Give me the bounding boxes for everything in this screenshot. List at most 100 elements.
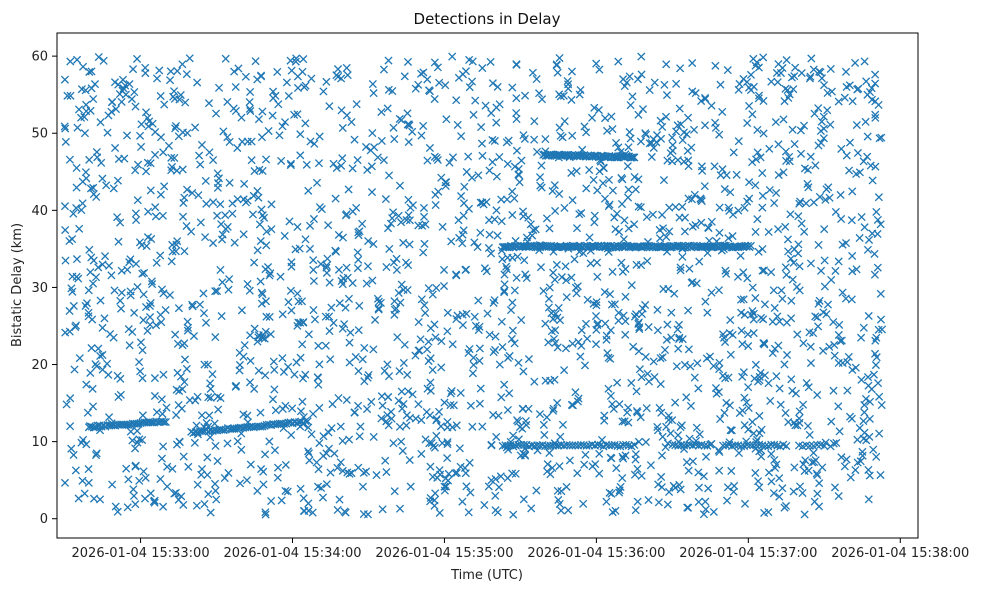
detection-marker bbox=[865, 471, 874, 480]
detection-marker bbox=[592, 59, 601, 68]
detection-marker bbox=[720, 408, 729, 417]
detection-marker bbox=[532, 75, 541, 84]
detection-marker bbox=[342, 263, 351, 272]
detection-marker bbox=[746, 441, 755, 450]
detection-marker bbox=[829, 386, 838, 395]
detection-marker bbox=[416, 335, 425, 344]
detection-marker bbox=[278, 310, 287, 319]
detection-marker bbox=[147, 277, 156, 286]
detection-marker bbox=[424, 284, 433, 293]
detection-marker bbox=[322, 480, 331, 489]
detection-marker bbox=[530, 135, 539, 144]
detection-marker bbox=[325, 278, 334, 287]
detection-marker bbox=[374, 305, 383, 314]
detection-marker bbox=[131, 166, 140, 175]
detection-marker bbox=[628, 92, 637, 101]
detection-marker bbox=[408, 201, 418, 210]
detection-marker bbox=[338, 280, 347, 289]
detection-marker bbox=[728, 232, 737, 241]
detection-marker bbox=[224, 468, 233, 478]
detection-marker bbox=[736, 251, 745, 260]
detection-marker bbox=[133, 283, 142, 292]
detection-marker bbox=[147, 234, 156, 244]
detection-marker bbox=[507, 334, 516, 344]
detection-marker bbox=[544, 338, 553, 347]
detection-marker bbox=[580, 122, 589, 131]
detection-marker bbox=[514, 358, 523, 367]
detection-marker bbox=[740, 310, 749, 319]
detection-marker bbox=[92, 449, 101, 458]
detection-marker bbox=[621, 330, 630, 339]
detection-marker bbox=[500, 280, 509, 289]
detection-marker bbox=[842, 455, 851, 464]
detection-marker bbox=[430, 58, 439, 67]
detection-marker bbox=[257, 133, 267, 142]
detection-marker bbox=[446, 389, 455, 398]
detection-marker bbox=[541, 319, 550, 328]
detection-marker bbox=[89, 94, 98, 104]
detection-marker bbox=[739, 368, 748, 377]
detection-marker bbox=[253, 186, 262, 196]
detection-marker bbox=[261, 265, 270, 274]
detection-marker bbox=[633, 464, 642, 473]
detection-marker bbox=[844, 352, 853, 361]
detection-marker bbox=[636, 203, 645, 212]
detection-marker bbox=[123, 503, 132, 512]
detection-marker bbox=[486, 249, 496, 258]
detection-marker bbox=[735, 79, 744, 89]
detection-marker bbox=[865, 432, 874, 441]
detection-marker bbox=[284, 91, 293, 100]
plot-frame bbox=[56, 32, 919, 539]
detection-marker bbox=[193, 480, 202, 489]
detection-marker bbox=[637, 373, 646, 382]
detection-marker bbox=[642, 404, 651, 413]
detection-marker bbox=[312, 458, 321, 467]
detection-marker bbox=[256, 408, 265, 417]
detection-marker bbox=[806, 152, 815, 161]
detection-marker bbox=[111, 105, 121, 114]
detection-marker bbox=[403, 57, 413, 66]
detection-marker bbox=[532, 147, 542, 156]
detection-marker bbox=[791, 63, 800, 72]
detection-marker bbox=[618, 474, 627, 483]
detection-marker bbox=[353, 264, 362, 273]
detection-marker bbox=[425, 439, 434, 448]
detection-marker bbox=[614, 57, 623, 66]
detection-marker bbox=[637, 471, 646, 480]
detection-marker bbox=[367, 397, 376, 406]
x-tick-label: 2026-01-04 15:37:00 bbox=[679, 546, 817, 561]
detection-marker bbox=[491, 345, 500, 355]
detection-marker bbox=[440, 482, 449, 491]
detection-marker bbox=[545, 448, 554, 458]
detection-marker bbox=[823, 300, 833, 309]
detection-marker bbox=[565, 456, 574, 465]
detection-marker bbox=[443, 454, 452, 463]
detection-marker bbox=[641, 352, 650, 361]
detection-marker bbox=[787, 375, 796, 384]
detection-marker bbox=[876, 315, 886, 324]
detection-marker bbox=[611, 506, 620, 515]
detection-marker bbox=[724, 234, 733, 243]
detection-marker bbox=[701, 497, 710, 506]
detection-marker bbox=[335, 495, 344, 504]
detection-marker bbox=[163, 462, 172, 471]
detection-marker bbox=[608, 400, 617, 409]
detection-marker bbox=[799, 400, 808, 409]
detection-marker bbox=[228, 199, 237, 208]
detection-marker bbox=[760, 266, 769, 275]
detection-marker bbox=[73, 123, 82, 132]
detection-marker bbox=[62, 400, 71, 409]
detection-marker bbox=[98, 174, 107, 183]
detection-marker bbox=[789, 487, 798, 496]
detection-marker bbox=[266, 330, 275, 339]
detection-marker bbox=[872, 452, 881, 461]
detection-marker bbox=[253, 75, 262, 84]
detection-marker bbox=[796, 197, 805, 206]
detection-marker bbox=[838, 288, 847, 297]
detection-marker bbox=[261, 297, 271, 306]
detection-marker bbox=[572, 224, 582, 233]
detection-marker bbox=[98, 260, 107, 269]
detection-marker bbox=[624, 224, 633, 233]
detection-marker bbox=[722, 171, 731, 180]
detection-marker bbox=[591, 340, 601, 349]
